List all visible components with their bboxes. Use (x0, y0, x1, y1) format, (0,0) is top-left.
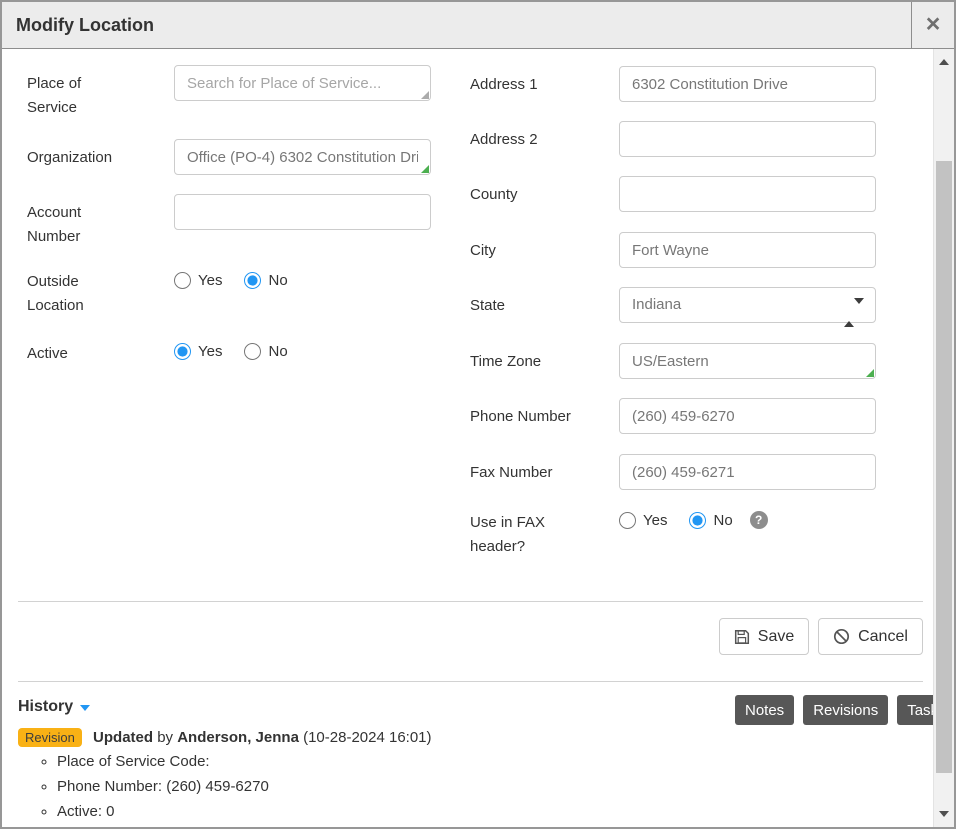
phone-number-input[interactable] (619, 398, 876, 434)
state-select[interactable]: Indiana (619, 287, 876, 327)
arrow-down-icon (939, 811, 949, 817)
outside-location-radio-group: Yes No (174, 272, 288, 289)
radio-option-label: No (268, 343, 288, 360)
use-in-fax-header-yes-radio[interactable] (619, 511, 636, 529)
floppy-disk-icon (734, 629, 749, 644)
help-icon[interactable]: ? (749, 511, 768, 529)
use-in-fax-header-label: Use in FAX header? (470, 514, 546, 555)
up-down-arrows-icon (844, 296, 864, 330)
history-toggle[interactable]: History (18, 698, 91, 716)
ban-circle-icon (834, 628, 850, 645)
save-button[interactable]: Save (719, 618, 809, 655)
save-button-label: Save (757, 627, 795, 645)
revision-badge: Revision (18, 728, 82, 747)
time-zone-label: Time Zone (470, 353, 542, 370)
address1-input[interactable] (619, 66, 876, 102)
active-no-radio[interactable] (244, 343, 262, 360)
organization-input[interactable] (174, 139, 431, 175)
history-change-list: Place of Service Code: Phone Number: (26… (18, 749, 269, 824)
address2-label: Address 2 (470, 131, 538, 148)
caret-down-icon (80, 705, 91, 711)
fax-number-input[interactable] (619, 454, 876, 490)
active-radio-group: Yes No (174, 343, 288, 360)
account-number-label: Account Number (27, 204, 82, 245)
cancel-button[interactable]: Cancel (818, 618, 923, 655)
active-label: Active (27, 345, 68, 362)
state-select-value: Indiana (632, 296, 682, 313)
history-change-item: Phone Number: (260) 459-6270 (57, 774, 269, 799)
history-user: Anderson, Jenna (177, 729, 299, 746)
organization-label: Organization (27, 149, 113, 166)
scroll-up-button[interactable] (934, 51, 954, 73)
time-zone-input[interactable] (619, 343, 876, 379)
divider (18, 681, 923, 682)
divider (18, 601, 923, 602)
radio-option-label: Yes (198, 343, 223, 360)
dialog-header: Modify Location × (2, 2, 954, 49)
notes-button[interactable]: Notes (735, 695, 795, 725)
fax-number-label: Fax Number (470, 464, 553, 481)
scrollbar-thumb[interactable] (936, 161, 952, 773)
address2-input[interactable] (619, 121, 876, 157)
history-title-label: History (18, 698, 74, 715)
address1-label: Address 1 (470, 76, 538, 93)
county-input[interactable] (619, 176, 876, 212)
outside-location-label: Outside Location (27, 273, 84, 314)
phone-number-label: Phone Number (470, 408, 571, 425)
account-number-input[interactable] (174, 194, 431, 230)
radio-option-label: No (713, 511, 733, 529)
cancel-button-label: Cancel (858, 627, 908, 645)
place-of-service-label: Place of Service (27, 75, 82, 116)
history-change-item: Place of Service Code: (57, 749, 269, 774)
county-label: County (470, 186, 518, 203)
history-entry: Revision Updated by Anderson, Jenna (10-… (18, 728, 432, 747)
arrow-up-icon (939, 59, 949, 65)
history-action: Updated (93, 729, 154, 746)
history-timestamp: (10-28-2024 16:01) (303, 729, 432, 746)
dialog-title: Modify Location (16, 15, 154, 35)
radio-option-label: Yes (198, 272, 223, 289)
radio-option-label: No (268, 272, 288, 289)
scroll-down-button[interactable] (934, 803, 954, 825)
city-input[interactable] (619, 232, 876, 268)
history-change-item: Active: 0 (57, 799, 269, 824)
city-label: City (470, 242, 496, 259)
state-label: State (470, 297, 506, 314)
use-in-fax-header-radio-group: Yes No ? (619, 511, 768, 529)
outside-location-yes-radio[interactable] (174, 272, 191, 289)
close-icon[interactable]: × (911, 2, 954, 48)
outside-location-no-radio[interactable] (244, 272, 262, 289)
place-of-service-input[interactable] (174, 65, 431, 101)
use-in-fax-header-no-radio[interactable] (689, 511, 707, 529)
scrollbar[interactable] (933, 49, 954, 827)
history-buttons: Notes Revisions Tasks (735, 695, 954, 725)
radio-option-label: Yes (643, 511, 668, 529)
active-yes-radio[interactable] (174, 343, 191, 360)
revisions-button[interactable]: Revisions (803, 695, 889, 725)
history-by: by (157, 729, 174, 746)
